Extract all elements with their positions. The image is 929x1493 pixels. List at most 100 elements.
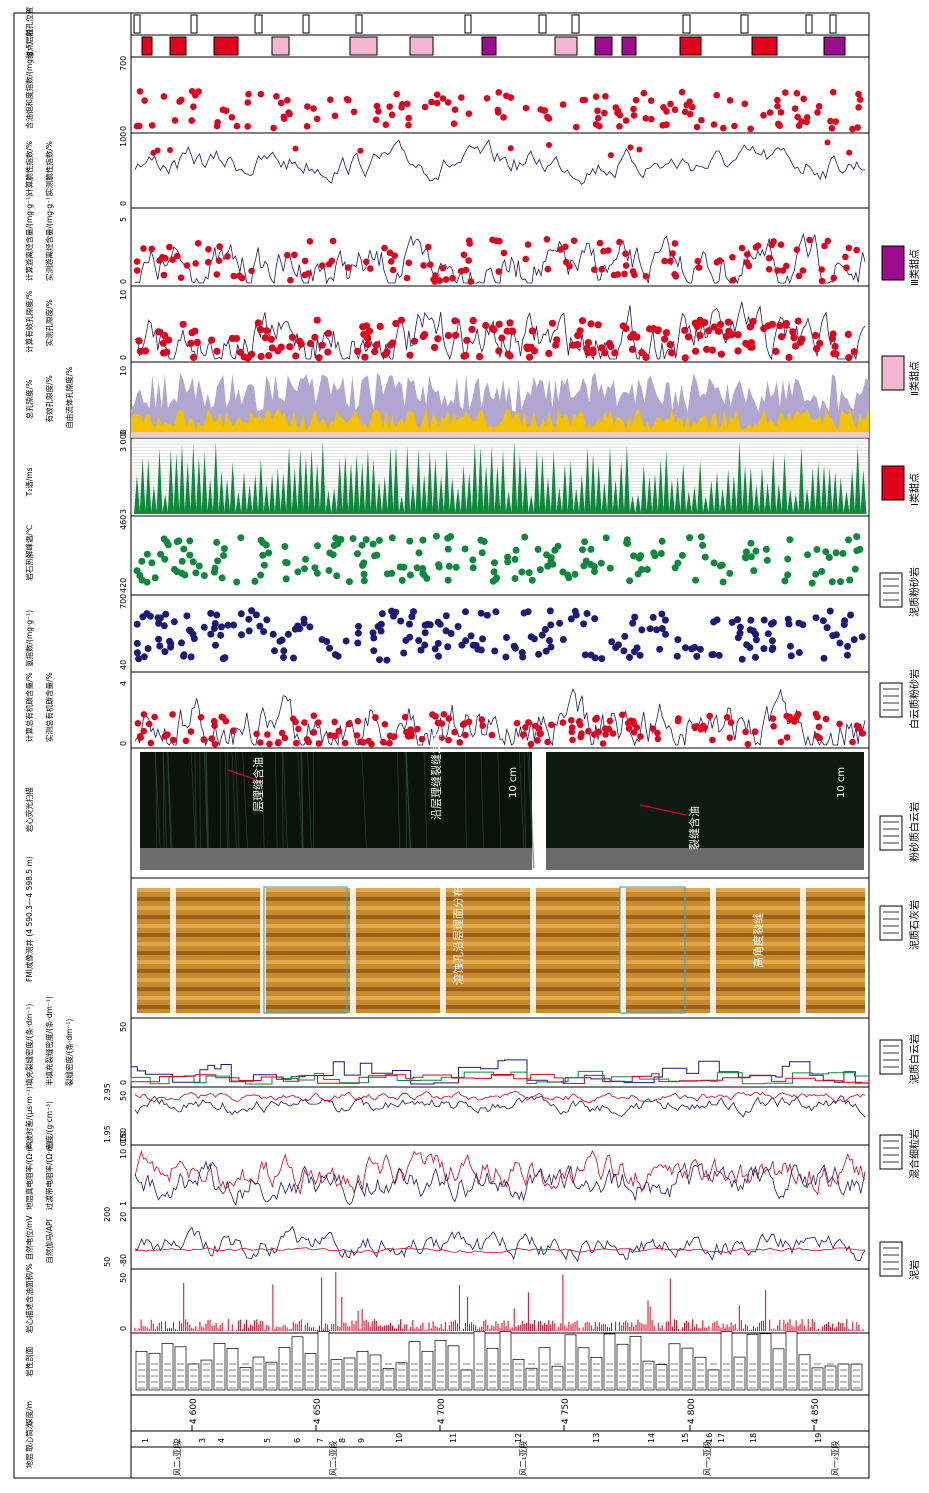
lithology-column — [642, 1360, 655, 1391]
sample-point — [798, 118, 805, 125]
sample-point — [855, 104, 862, 111]
sample-point — [489, 577, 497, 585]
t2-spectrum — [533, 448, 540, 514]
sample-point — [161, 733, 169, 740]
sample-point — [830, 350, 838, 358]
track-label: T₂谱/ms — [24, 467, 34, 497]
core-run-label: 6 — [293, 1438, 302, 1443]
t2-spectrum — [804, 489, 811, 514]
sample-point — [161, 555, 169, 563]
sample-point — [667, 100, 674, 108]
sample-point — [324, 348, 332, 356]
sample-point — [845, 536, 852, 544]
sample-point — [291, 625, 299, 633]
sample-point — [233, 578, 241, 586]
sample-point — [783, 262, 790, 270]
sample-point — [828, 125, 836, 132]
sample-point — [167, 643, 175, 651]
t2-spectrum — [353, 454, 360, 514]
sample-point — [606, 564, 614, 572]
sample-point — [140, 653, 148, 661]
sample-point — [770, 723, 777, 730]
sample-point — [626, 577, 634, 585]
sample-point — [304, 103, 311, 110]
track-label: 取心筒次 — [24, 1421, 34, 1451]
sample-point — [503, 327, 511, 335]
t2-spectrum — [590, 453, 597, 514]
lithology-swatch — [879, 572, 903, 608]
sample-point — [259, 551, 267, 559]
silty-mudstone-icon — [879, 572, 903, 608]
sample-point — [692, 576, 700, 584]
sample-point — [277, 99, 285, 107]
sample-point — [284, 630, 292, 638]
sample-point — [383, 570, 391, 578]
sample-point — [684, 333, 693, 341]
lithology-label: 泥质白云岩 — [908, 1034, 921, 1084]
t2-spectrum — [528, 494, 535, 514]
scale-min: 0 — [119, 201, 128, 206]
sample-point — [331, 112, 339, 120]
sample-point — [607, 152, 614, 159]
sample-point — [599, 740, 607, 747]
sample-point — [657, 550, 665, 557]
sample-point — [552, 341, 560, 349]
sample-point — [727, 719, 735, 726]
sample-point — [469, 564, 477, 572]
sample-point — [393, 90, 401, 98]
sample-point — [451, 728, 458, 736]
sample-point — [594, 321, 602, 329]
sample-point — [371, 348, 379, 356]
sample-point — [716, 562, 724, 570]
scale-max: 700 — [119, 56, 128, 71]
sample-point — [435, 561, 443, 569]
sample-point — [794, 317, 802, 325]
sample-point — [256, 622, 264, 630]
sample-point — [483, 95, 491, 102]
track-label: FMI成像测井 (4 590.3—4 598.5 m) — [24, 856, 34, 982]
sample-point — [503, 92, 510, 100]
sample-point — [404, 100, 411, 108]
t2-spectrum — [719, 488, 726, 514]
sample-point — [548, 721, 555, 729]
lithology-swatch — [879, 682, 903, 718]
sample-point — [433, 91, 441, 98]
sample-point — [650, 549, 658, 557]
t2-spectrum — [488, 445, 495, 514]
core-run-label: 10 — [395, 1433, 404, 1443]
sample-point — [667, 257, 674, 265]
sample-point — [376, 322, 384, 330]
sample-point — [186, 551, 194, 559]
sample-point — [148, 122, 156, 129]
sample-point — [214, 557, 222, 565]
sample-point — [583, 344, 591, 352]
sample-point — [782, 319, 791, 328]
sample-point — [465, 257, 473, 264]
sample-point — [318, 341, 326, 349]
scale-min: 0 — [119, 126, 128, 131]
sample-point — [662, 329, 671, 337]
t2-spectrum — [657, 459, 664, 514]
sample-point — [452, 563, 460, 571]
t2-spectrum — [775, 483, 782, 514]
sample-point — [303, 123, 311, 130]
scale-min: 1 — [119, 1201, 128, 1206]
sample-point — [631, 271, 638, 279]
sample-point — [543, 236, 551, 243]
stratum-label: 风二₃亚段 — [172, 1441, 182, 1476]
lithology-label: 泥质石灰岩 — [908, 900, 921, 950]
lithology-column — [759, 1333, 772, 1391]
fmi-band — [137, 1005, 865, 1009]
sample-point — [430, 343, 439, 351]
track-label: 计算游离烃含量/(mg·g⁻¹) — [24, 194, 34, 281]
sample-point — [148, 245, 156, 253]
sample-point — [180, 545, 188, 553]
lithology-column — [460, 1369, 473, 1391]
sample-point — [382, 121, 390, 128]
effective-porosity-fill — [131, 408, 869, 438]
sample-point — [462, 637, 470, 645]
perforation-interval — [302, 14, 310, 34]
lithology-column — [798, 1354, 811, 1391]
